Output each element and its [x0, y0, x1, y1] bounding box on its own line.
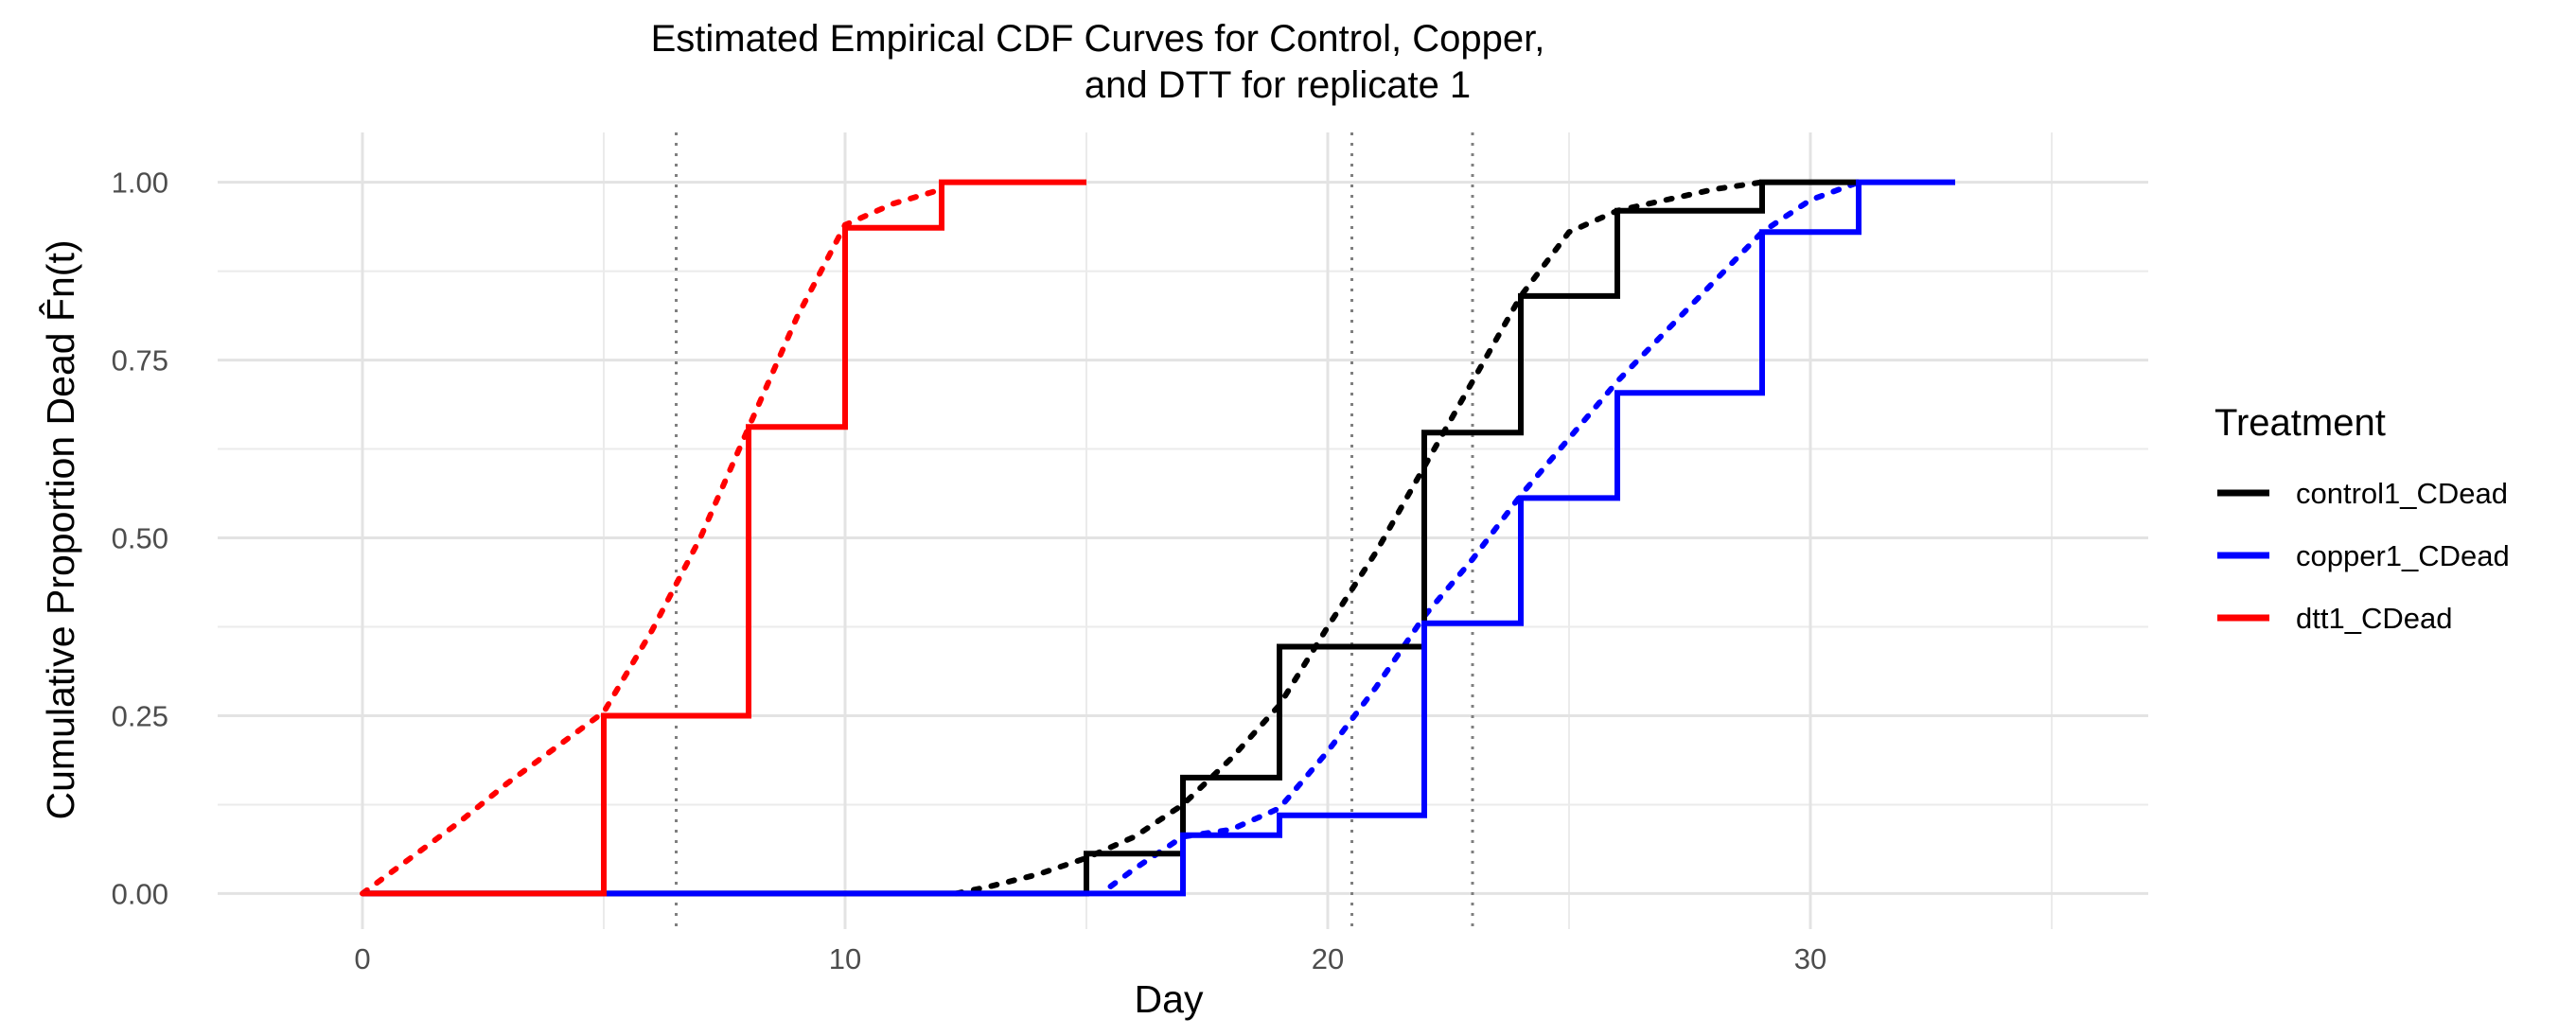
legend-label-copper: copper1_CDead [2296, 539, 2510, 572]
reference-lines [675, 132, 1474, 929]
y-tick-label: 0.75 [112, 344, 168, 378]
y-tick-label: 0.50 [112, 522, 168, 555]
fitted-curve-copper1_CDead [1107, 179, 1861, 889]
legend-label-control: control1_CDead [2296, 477, 2508, 510]
chart-title-line-1: Estimated Empirical CDF Curves for Contr… [651, 18, 1545, 60]
y-tick-label: 1.00 [112, 167, 168, 200]
x-tick-label: 20 [1312, 942, 1344, 975]
chart-title-line-2: and DTT for replicate 1 [1085, 64, 1471, 106]
tick-labels: 0 10 20 30 0.00 0.25 0.50 0.75 1.00 [112, 167, 1827, 975]
x-tick-label: 0 [354, 942, 370, 975]
legend-title: Treatment [2214, 402, 2386, 444]
fitted-curve-control1_CDead [953, 179, 1765, 897]
ecdf-step-copper1_CDead [362, 179, 1955, 897]
legend-label-dtt: dtt1_CDead [2296, 602, 2452, 635]
x-tick-label: 30 [1794, 942, 1826, 975]
x-tick-label: 10 [829, 942, 861, 975]
fitted-curve-dtt1_CDead [360, 186, 944, 897]
y-tick-label: 0.00 [112, 877, 168, 910]
ecdf-step-dtt1_CDead [362, 179, 1086, 897]
ecdf-step-control1_CDead [362, 179, 1859, 897]
x-axis-title: Day [1135, 977, 1204, 1021]
y-axis-title: Cumulative Proportion Dead F̂n(t) [39, 240, 82, 820]
ecdf-steps [362, 179, 1955, 897]
y-tick-label: 0.25 [112, 699, 168, 732]
legend: Treatment control1_CDead copper1_CDead d… [2214, 402, 2510, 635]
